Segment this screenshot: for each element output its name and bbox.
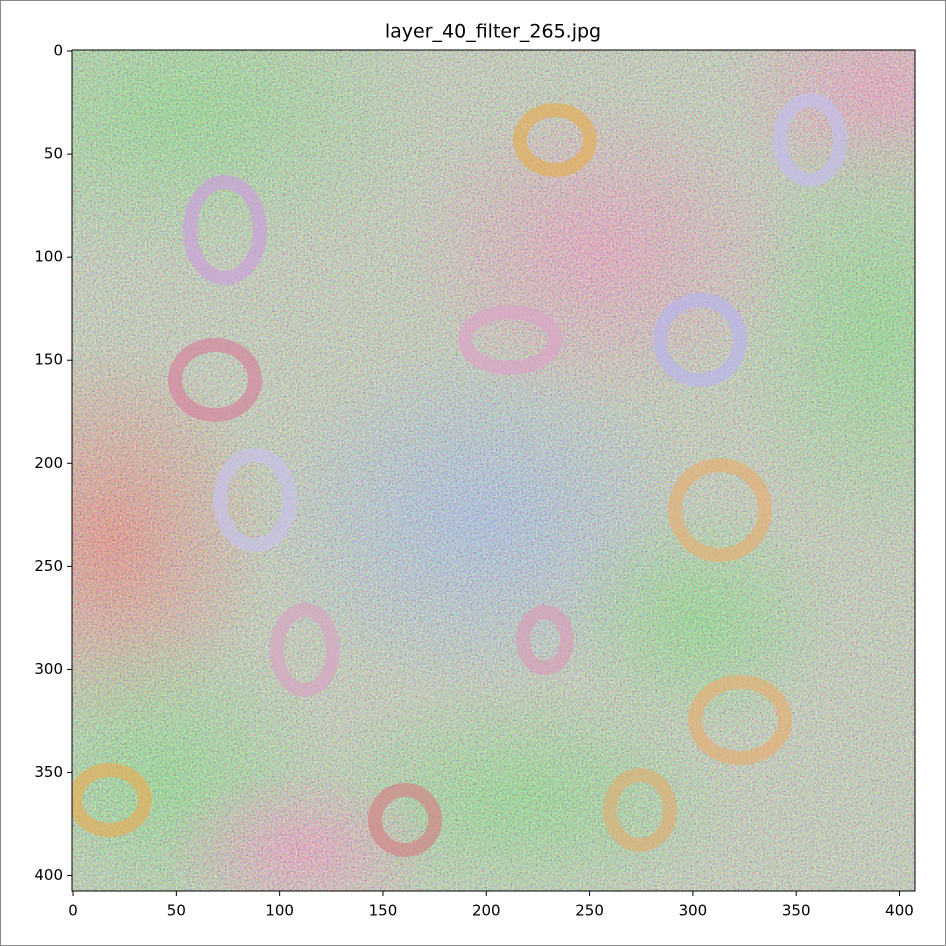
y-tick-label: 50 xyxy=(44,145,63,163)
x-tick-label: 400 xyxy=(885,902,914,920)
x-tick-label: 250 xyxy=(575,902,604,920)
x-tick-label: 50 xyxy=(167,902,186,920)
y-tick-label: 150 xyxy=(34,351,63,369)
y-tick-label: 100 xyxy=(34,248,63,266)
y-tick-label: 300 xyxy=(34,660,63,678)
y-tick-label: 250 xyxy=(34,557,63,575)
y-tick-label: 200 xyxy=(34,454,63,472)
x-tick-label: 300 xyxy=(679,902,708,920)
x-tick-label: 350 xyxy=(782,902,811,920)
y-tick-label: 0 xyxy=(53,42,63,60)
y-tick-label: 350 xyxy=(34,763,63,781)
x-tick-label: 0 xyxy=(68,902,78,920)
x-tick-label: 200 xyxy=(472,902,501,920)
y-tick-label: 400 xyxy=(34,866,63,884)
x-tick-label: 150 xyxy=(369,902,398,920)
axes-frame xyxy=(71,49,916,892)
x-tick-label: 100 xyxy=(265,902,294,920)
chart-title: layer_40_filter_265.jpg xyxy=(385,21,601,43)
